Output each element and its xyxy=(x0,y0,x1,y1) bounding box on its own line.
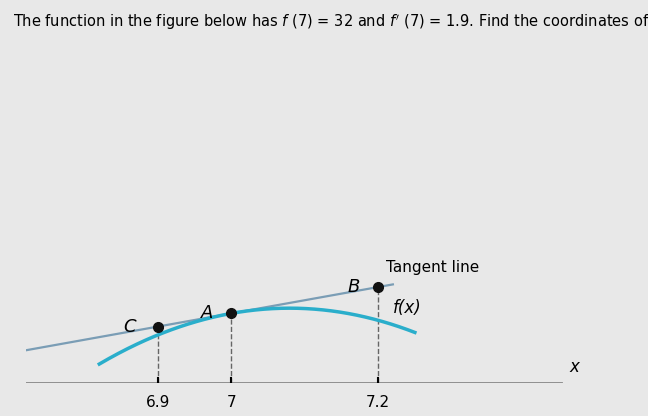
Text: 7: 7 xyxy=(227,395,237,410)
Text: x: x xyxy=(569,359,579,376)
Text: A: A xyxy=(201,305,213,322)
Text: 7.2: 7.2 xyxy=(366,395,390,410)
Text: C: C xyxy=(123,317,136,336)
Text: 6.9: 6.9 xyxy=(146,395,170,410)
Text: The function in the figure below has $f$ (7) = 32 and $f'$ (7) = 1.9. Find the c: The function in the figure below has $f$… xyxy=(13,12,648,32)
Text: f(x): f(x) xyxy=(393,299,422,317)
Text: Tangent line: Tangent line xyxy=(386,260,479,275)
Text: B: B xyxy=(347,278,360,296)
